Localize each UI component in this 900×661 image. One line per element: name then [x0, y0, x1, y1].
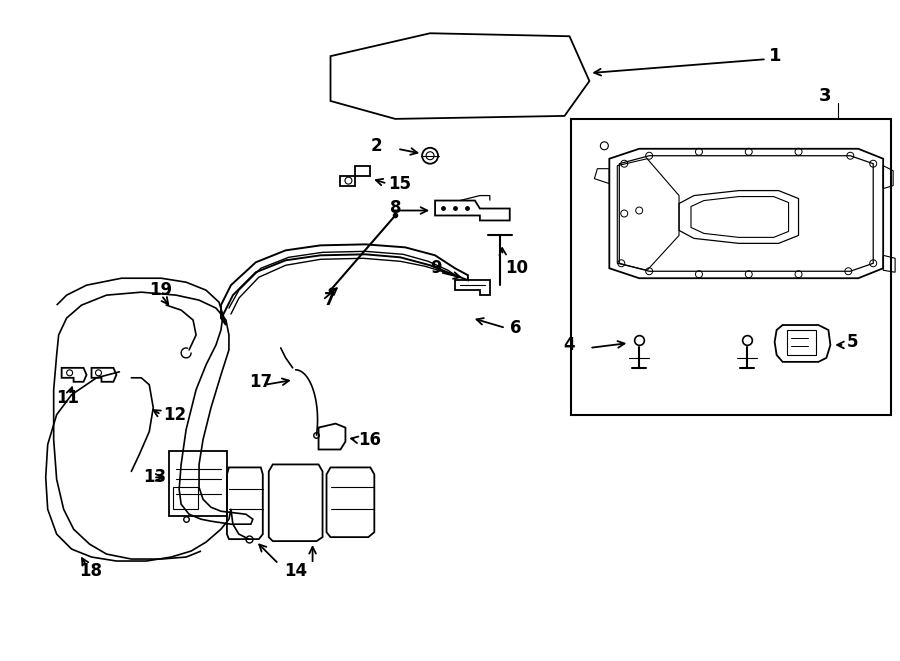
Text: 18: 18	[79, 562, 103, 580]
Text: 4: 4	[563, 336, 575, 354]
Text: 13: 13	[143, 469, 166, 486]
Text: 7: 7	[323, 291, 335, 309]
Text: 1: 1	[769, 47, 781, 65]
Text: 19: 19	[149, 281, 173, 299]
Text: 8: 8	[391, 198, 401, 217]
Text: 14: 14	[284, 562, 307, 580]
Bar	[173, 487, 198, 509]
Bar	[787, 330, 816, 355]
Text: 5: 5	[846, 333, 858, 351]
Text: 9: 9	[430, 259, 442, 277]
Text: 17: 17	[248, 373, 272, 391]
Bar	[169, 451, 227, 516]
Text: 15: 15	[388, 175, 411, 192]
Text: 10: 10	[505, 259, 527, 277]
Text: 3: 3	[818, 87, 831, 105]
Text: 6: 6	[509, 319, 521, 337]
Text: 12: 12	[163, 406, 186, 424]
Text: 11: 11	[57, 389, 80, 407]
Text: 2: 2	[370, 137, 382, 155]
Bar	[572, 119, 891, 414]
Text: 16: 16	[358, 430, 382, 449]
